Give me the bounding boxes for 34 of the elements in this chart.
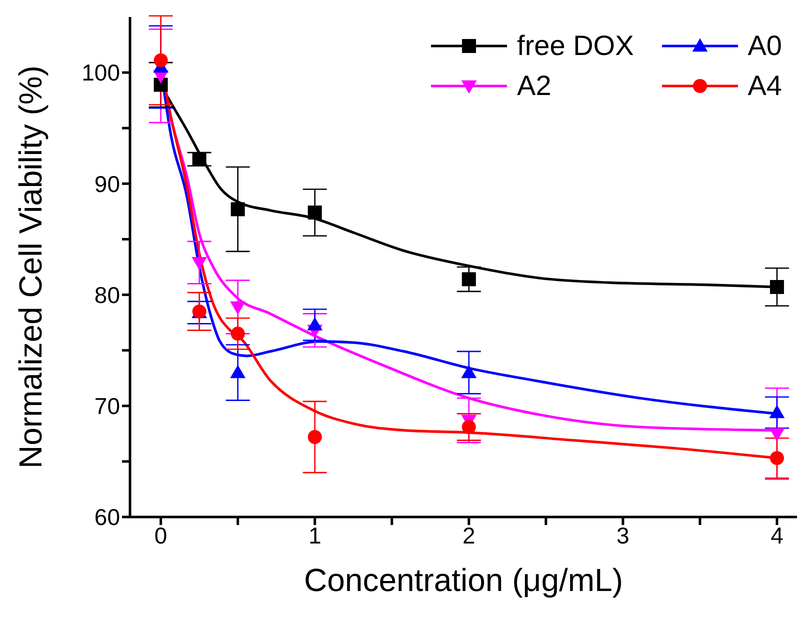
point xyxy=(308,206,322,220)
point xyxy=(462,272,476,286)
x-axis-title: Concentration (μg/mL) xyxy=(304,562,624,598)
legend-label: free DOX xyxy=(517,29,634,63)
point xyxy=(192,152,206,166)
y-tick-label: 90 xyxy=(94,170,120,197)
point xyxy=(230,202,245,216)
y-axis-title: Normalized Cell Viability (%) xyxy=(12,65,48,469)
point xyxy=(192,256,208,270)
y-tick-label: 80 xyxy=(94,282,120,308)
point xyxy=(230,326,245,341)
point xyxy=(308,430,322,444)
point xyxy=(307,317,323,330)
y-tick-label: 70 xyxy=(94,393,120,420)
point xyxy=(230,301,246,315)
y-tick-label: 100 xyxy=(82,60,120,86)
point xyxy=(154,78,168,92)
point xyxy=(769,404,785,418)
point xyxy=(154,53,168,68)
x-tick-label: 4 xyxy=(770,522,784,548)
point xyxy=(770,280,784,294)
point xyxy=(770,451,784,466)
point xyxy=(769,428,785,442)
legend-label: A0 xyxy=(748,29,782,63)
y-tick-label: 60 xyxy=(94,504,120,530)
x-tick-label: 0 xyxy=(154,522,168,548)
x-tick-label: 3 xyxy=(616,522,630,548)
x-tick-label: 1 xyxy=(308,522,322,548)
point xyxy=(230,364,246,378)
x-tick-label: 2 xyxy=(462,522,476,548)
legend-label: A2 xyxy=(517,69,552,103)
legend-label: A4 xyxy=(748,69,782,103)
point xyxy=(461,364,477,378)
point xyxy=(462,420,476,434)
